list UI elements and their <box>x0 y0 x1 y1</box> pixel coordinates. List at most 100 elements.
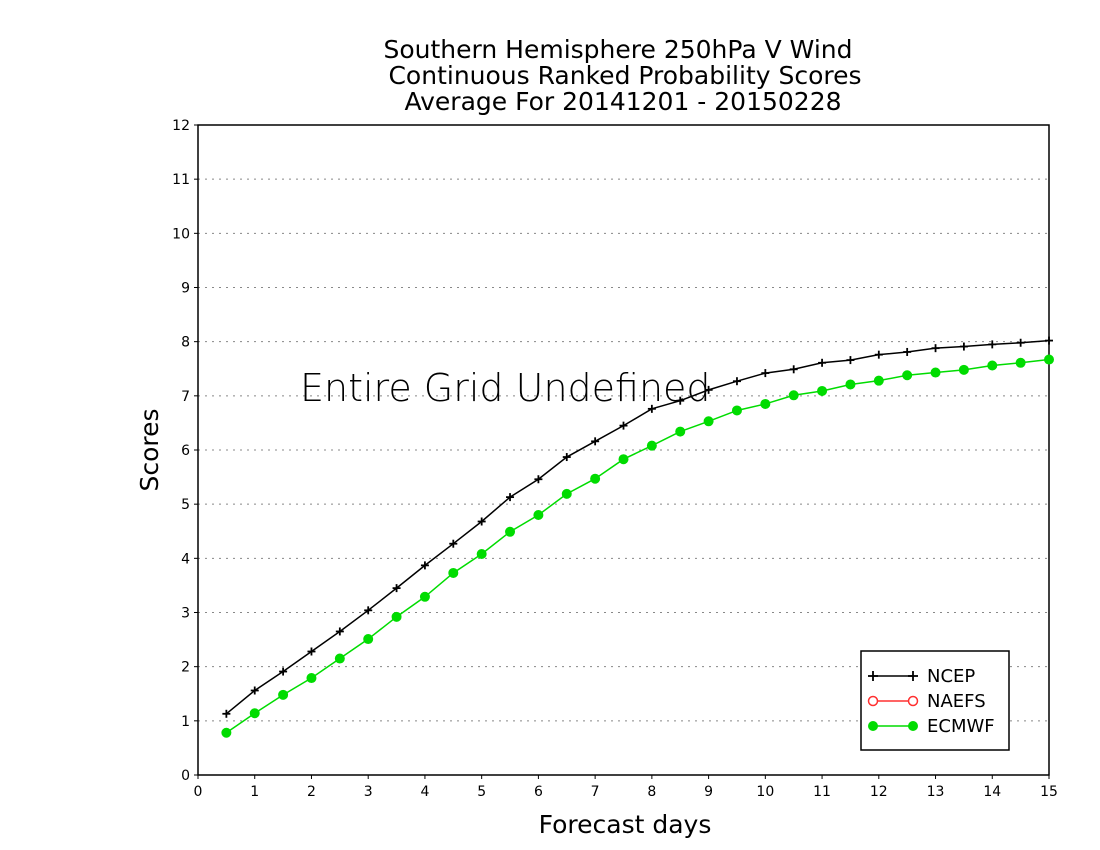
y-tick-label-3: 3 <box>181 606 190 622</box>
legend-label-naefs: NAEFS <box>927 691 986 712</box>
data-point-ecmwf <box>561 488 572 499</box>
y-tick-label-0: 0 <box>181 768 190 784</box>
data-point-ecmwf <box>731 405 742 416</box>
data-point-ncep <box>732 377 741 386</box>
y-tick-label-10: 10 <box>172 226 190 242</box>
data-point-ecmwf <box>363 634 374 645</box>
x-tick-label-0: 0 <box>194 784 203 800</box>
data-point-ecmwf <box>391 611 402 622</box>
data-point-ncep <box>647 404 656 413</box>
legend-marker-ecmwf <box>908 721 918 731</box>
data-point-ncep <box>903 347 912 356</box>
data-point-ncep <box>789 365 798 374</box>
chart-title-line-3: Average For 20141201 - 20150228 <box>404 87 841 116</box>
data-point-ecmwf <box>958 364 969 375</box>
legend: NCEP NAEFS ECMWF <box>860 650 1010 751</box>
data-point-ecmwf <box>419 591 430 602</box>
data-point-ecmwf <box>476 549 487 559</box>
data-point-ncep <box>222 709 231 718</box>
data-point-ncep <box>988 340 997 349</box>
data-point-ncep <box>846 356 855 365</box>
plot-frame <box>197 124 1050 776</box>
data-point-ncep <box>392 584 401 593</box>
y-tick-label-12: 12 <box>172 118 190 134</box>
data-point-ncep <box>562 453 571 462</box>
x-tick-label-4: 4 <box>420 784 429 800</box>
x-tick-label-8: 8 <box>647 784 656 800</box>
x-tick-label-7: 7 <box>591 784 600 800</box>
data-point-ncep <box>534 475 543 484</box>
axes <box>194 124 1050 779</box>
x-tick-label-3: 3 <box>364 784 373 800</box>
data-point-ncep <box>449 539 458 548</box>
x-tick-labels: 0 1 2 3 4 5 6 7 8 9 10 11 12 13 14 15 <box>194 784 1058 800</box>
data-point-ecmwf <box>618 454 629 465</box>
legend-marker-naefs <box>867 695 879 707</box>
y-tick-label-7: 7 <box>181 389 190 405</box>
data-point-ecmwf <box>703 416 714 427</box>
legend-item-naefs: NAEFS <box>867 691 986 712</box>
legend-label-ncep: NCEP <box>927 666 975 687</box>
data-point-ecmwf <box>448 567 459 578</box>
data-point-ecmwf <box>845 379 856 390</box>
x-tick-label-15: 15 <box>1040 784 1058 800</box>
legend-marker-ecmwf <box>868 721 878 731</box>
data-point-ncep <box>477 517 486 526</box>
data-point-ncep <box>931 344 940 353</box>
data-point-ecmwf <box>221 727 232 738</box>
data-point-ecmwf <box>505 526 516 537</box>
data-point-ecmwf <box>533 510 544 520</box>
data-point-ecmwf <box>646 440 657 451</box>
data-point-ecmwf <box>334 653 345 664</box>
x-tick-label-9: 9 <box>704 784 713 800</box>
series-group <box>221 336 1054 738</box>
data-point-ecmwf <box>675 426 686 437</box>
data-point-ncep <box>250 686 259 695</box>
x-tick-label-1: 1 <box>250 784 259 800</box>
series-line-ncep <box>225 339 1050 715</box>
legend-label-ecmwf: ECMWF <box>927 716 995 737</box>
data-point-ncep <box>959 342 968 351</box>
data-point-ncep <box>874 350 883 359</box>
data-point-ecmwf <box>873 375 884 386</box>
x-tick-label-2: 2 <box>307 784 316 800</box>
legend-item-ncep: NCEP <box>868 666 975 687</box>
y-tick-label-5: 5 <box>181 497 190 513</box>
y-tick-label-9: 9 <box>181 281 190 297</box>
x-tick-label-13: 13 <box>927 784 945 800</box>
data-point-ncep <box>818 358 827 367</box>
legend-marker-naefs <box>907 695 919 707</box>
y-tick-label-2: 2 <box>181 660 190 676</box>
chart-title-line-1: Southern Hemisphere 250hPa V Wind <box>384 35 853 64</box>
data-point-ncep <box>364 606 373 615</box>
y-tick-label-1: 1 <box>181 714 190 730</box>
x-tick-label-10: 10 <box>756 784 774 800</box>
data-point-ncep <box>307 647 316 656</box>
data-point-ecmwf <box>306 673 317 684</box>
y-tick-label-8: 8 <box>181 335 190 351</box>
x-tick-label-6: 6 <box>534 784 543 800</box>
legend-item-ecmwf: ECMWF <box>868 716 995 737</box>
data-point-ecmwf <box>278 689 289 700</box>
y-tick-label-6: 6 <box>181 443 190 459</box>
data-point-ecmwf <box>987 360 998 371</box>
x-tick-label-11: 11 <box>813 784 831 800</box>
data-point-ecmwf <box>590 473 601 484</box>
x-tick-label-5: 5 <box>477 784 486 800</box>
data-point-ncep <box>1045 336 1053 345</box>
grid-lines <box>198 178 1049 722</box>
data-point-ncep <box>1016 338 1025 347</box>
chart-title-line-2: Continuous Ranked Probability Scores <box>388 61 861 90</box>
data-point-ncep <box>335 627 344 636</box>
x-axis-label: Forecast days <box>539 810 712 839</box>
data-point-ncep <box>420 561 429 570</box>
data-point-ncep <box>591 437 600 446</box>
data-point-ecmwf <box>1044 354 1054 365</box>
x-tick-label-12: 12 <box>870 784 888 800</box>
data-point-ncep <box>619 421 628 430</box>
y-tick-label-11: 11 <box>172 172 190 188</box>
annotation-text: Entire Grid Undefined <box>300 366 711 410</box>
data-point-ncep <box>761 369 770 378</box>
data-point-ncep <box>676 396 685 405</box>
